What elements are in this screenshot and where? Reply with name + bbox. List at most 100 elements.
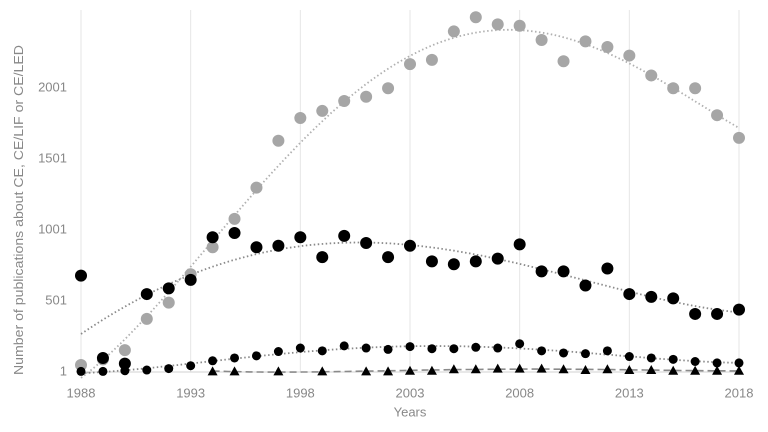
point <box>251 351 261 361</box>
x-tick-label: 1993 <box>176 385 205 400</box>
point <box>601 262 614 275</box>
point <box>425 53 438 66</box>
point <box>559 348 569 358</box>
x-tick-label: 2008 <box>505 385 534 400</box>
point <box>250 241 263 254</box>
point <box>164 364 174 374</box>
point <box>206 231 219 244</box>
point <box>118 344 131 357</box>
point <box>471 342 481 352</box>
point <box>383 344 393 354</box>
point <box>624 352 634 362</box>
x-tick-label: 2003 <box>396 385 425 400</box>
point <box>667 292 680 305</box>
point <box>184 273 197 286</box>
point <box>295 343 305 353</box>
triangle-point <box>690 365 701 375</box>
point <box>228 227 241 240</box>
triangle-point <box>536 363 547 373</box>
y-axis-label-line: Number of publications about CE, CE/LIF … <box>11 45 26 375</box>
point <box>250 181 263 194</box>
point <box>98 366 108 376</box>
point <box>162 282 175 295</box>
point <box>338 229 351 242</box>
point <box>645 69 658 82</box>
triangle-point <box>426 365 437 375</box>
point <box>733 303 745 316</box>
point <box>493 343 503 353</box>
point <box>579 279 592 292</box>
point <box>405 342 415 352</box>
triangle-point <box>470 364 481 374</box>
point <box>712 358 722 368</box>
point <box>360 236 373 249</box>
point <box>711 307 724 320</box>
point <box>360 90 373 103</box>
point <box>602 346 612 356</box>
point <box>338 94 351 107</box>
point <box>230 353 240 363</box>
point <box>382 251 395 264</box>
y-axis-label: Number of publications about CE, CE/LIF … <box>11 45 26 375</box>
x-tick-label: 2018 <box>725 385 754 400</box>
x-axis-label: Years <box>394 404 427 419</box>
y-tick-label: 1501 <box>38 150 67 165</box>
trend-line <box>80 28 740 379</box>
point <box>272 134 285 147</box>
triangle-point <box>712 365 723 375</box>
point <box>317 346 327 356</box>
point <box>382 82 395 95</box>
point <box>339 341 349 351</box>
x-tick-label: 2013 <box>615 385 644 400</box>
point <box>447 25 460 38</box>
triangle-point <box>405 365 415 375</box>
point <box>491 18 504 31</box>
point <box>733 131 745 144</box>
triangle-point <box>448 364 459 374</box>
triangle-point <box>668 365 679 375</box>
point <box>513 238 526 251</box>
point <box>491 252 504 265</box>
point <box>316 251 329 264</box>
point <box>711 109 724 122</box>
point <box>404 58 416 71</box>
point <box>535 265 548 278</box>
point <box>645 290 658 303</box>
point <box>580 349 590 359</box>
point <box>690 356 700 366</box>
point <box>537 346 547 356</box>
point <box>273 347 283 357</box>
point <box>734 358 744 368</box>
point <box>557 55 570 68</box>
point <box>427 344 437 354</box>
point <box>469 255 482 268</box>
triangle-point <box>383 366 394 376</box>
triangle-point <box>602 364 613 374</box>
point <box>316 104 329 117</box>
point <box>667 82 680 95</box>
point <box>515 339 525 349</box>
triangle-point <box>273 366 284 376</box>
point <box>689 82 702 95</box>
point <box>601 41 614 54</box>
point <box>294 231 307 244</box>
point <box>469 11 482 24</box>
y-tick-label: 501 <box>45 292 67 307</box>
point <box>513 19 526 32</box>
triangle-point <box>207 366 218 376</box>
point <box>668 354 678 364</box>
point <box>120 366 130 376</box>
point <box>208 356 218 366</box>
point <box>294 112 307 125</box>
x-tick-label: 1988 <box>67 385 96 400</box>
point <box>557 265 570 278</box>
point <box>140 288 153 301</box>
point <box>449 344 459 354</box>
point <box>206 241 219 254</box>
point <box>535 33 548 46</box>
point <box>75 269 87 282</box>
point <box>447 258 460 271</box>
triangle-point <box>580 365 591 375</box>
point <box>272 239 285 252</box>
